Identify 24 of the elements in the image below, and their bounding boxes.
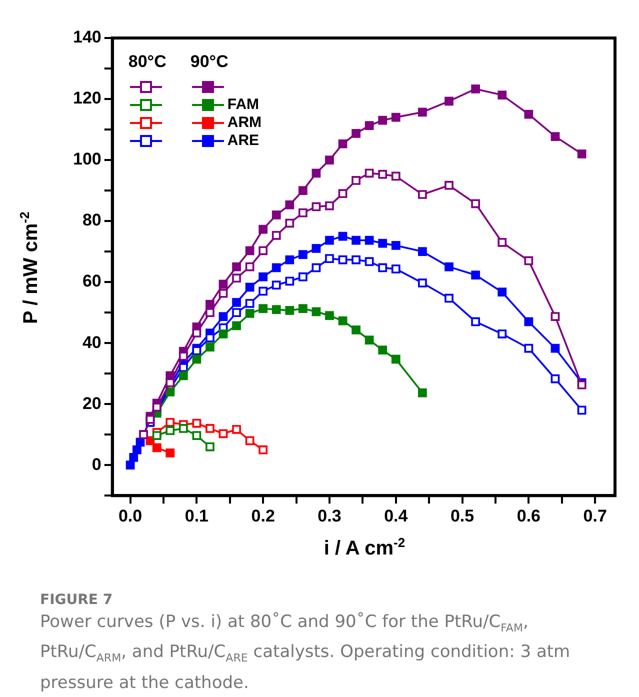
y-tick-label: 80 bbox=[82, 210, 102, 230]
x-tick-label: 0.6 bbox=[516, 506, 540, 526]
x-tick-label: 0.2 bbox=[251, 506, 275, 526]
legend-label: FAM bbox=[227, 96, 260, 114]
legend-label: ARE bbox=[227, 132, 260, 150]
x-tick-label: 0.1 bbox=[184, 506, 209, 526]
annotation: 80°C bbox=[128, 52, 166, 72]
annotation: 90°C bbox=[190, 52, 228, 72]
y-tick-label: 100 bbox=[72, 150, 102, 169]
y-tick-label: 20 bbox=[82, 394, 102, 413]
y-tick-label: 0 bbox=[92, 454, 102, 474]
text: Power curves (P vs. i) at 80˚C and 90˚C for the PtRu/C$_{FAM}$, PtRu/C$_{ARM}$, and PtRu/C$_{ARE}$ catalysts. Operating condition: 3 atm pressure at the cathode. bbox=[40, 612, 570, 693]
y-tick-label: 140 bbox=[72, 28, 102, 47]
x-axis-title: i / A cm$^{-2}$ bbox=[322, 535, 406, 561]
x-tick-label: 0.5 bbox=[450, 506, 474, 526]
x-tick-label: 0.3 bbox=[318, 506, 342, 526]
x-tick-label: 0.0 bbox=[118, 506, 142, 526]
y-tick-label: 60 bbox=[82, 272, 102, 291]
legend-label: ARM bbox=[227, 114, 262, 132]
y-tick-label: 120 bbox=[72, 88, 102, 108]
x-tick-label: 0.7 bbox=[583, 506, 607, 526]
caption: FIGURE 7 bbox=[40, 591, 114, 610]
y-tick-label: 40 bbox=[82, 332, 102, 352]
x-tick-label: 0.4 bbox=[384, 506, 408, 526]
